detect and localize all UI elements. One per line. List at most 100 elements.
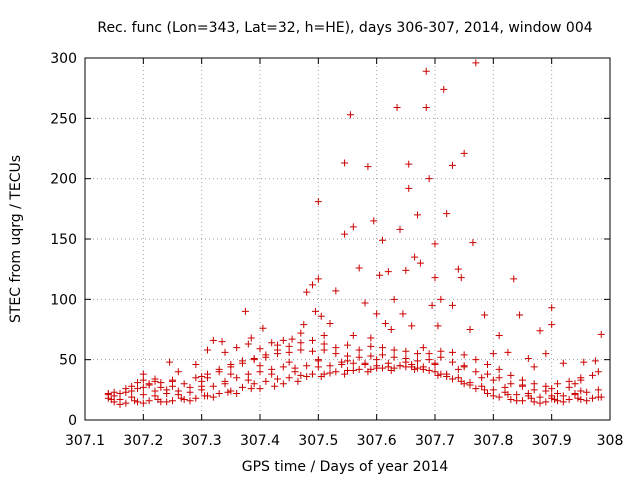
data-point [256,345,264,353]
data-point [580,358,588,366]
data-point [218,338,226,346]
data-point [431,368,439,376]
data-point [364,163,372,171]
data-point [110,388,118,396]
data-point [344,341,351,349]
data-point [524,389,532,397]
data-point [268,339,276,347]
data-point [454,265,462,273]
data-point [460,149,468,157]
data-point [355,346,363,354]
x-tick-label: 307.1 [65,433,105,449]
data-point [309,347,316,355]
data-point [390,346,398,354]
data-point [411,253,419,261]
data-point [449,161,456,169]
data-point [495,365,503,373]
data-point [425,350,433,358]
data-point [460,363,468,371]
data-point [355,264,363,272]
data-point [408,360,416,368]
x-tick-label: 307.2 [123,433,163,449]
data-point [414,357,421,365]
chart-title: Rec. func (Lon=343, Lat=32, h=HE), days … [97,20,592,36]
data-point [209,382,217,390]
data-point [577,395,585,403]
data-point [131,397,139,405]
data-point [198,373,206,381]
data-point [303,362,311,370]
data-point [297,339,305,347]
data-point [247,385,255,393]
data-point [548,392,556,400]
data-point [169,397,176,405]
data-point [513,397,521,405]
data-point [279,336,287,344]
data-point [542,382,550,390]
data-point [472,385,480,393]
data-point [174,368,182,376]
data-point [583,388,591,396]
data-point [256,368,264,376]
data-point [443,373,451,381]
data-point [373,356,381,364]
data-point [390,295,398,303]
data-point [457,377,465,385]
data-point [542,350,550,358]
data-point [559,392,567,400]
data-point [425,175,433,183]
data-point [262,377,270,385]
data-point [346,111,354,119]
data-point [233,374,241,382]
data-point [405,184,413,192]
data-point [274,375,281,383]
data-point [466,326,474,333]
data-point [320,346,328,354]
data-point [186,397,194,405]
data-point [472,356,480,364]
data-point [355,365,363,373]
data-point [381,319,389,327]
data-point [166,358,174,366]
data-point [437,370,445,378]
data-point [402,266,410,274]
data-point [361,359,369,367]
data-point [419,344,427,352]
data-point [341,370,349,378]
data-point [177,394,185,402]
y-tick-label: 250 [50,111,77,127]
data-point [422,103,430,111]
data-point [594,368,602,376]
data-point [332,368,340,376]
data-point [326,369,334,377]
data-point [134,385,141,393]
data-point [122,388,130,396]
data-point [554,389,561,397]
data-point [268,370,276,378]
data-point [294,377,302,385]
data-point [256,385,264,393]
data-point [384,268,392,276]
data-point [151,387,159,395]
data-point [559,398,567,406]
data-point [472,59,480,67]
data-point [320,340,328,348]
data-point [259,324,267,332]
data-point [379,236,386,244]
data-point [239,357,246,365]
data-point [484,370,491,378]
data-point [527,394,535,402]
data-point [221,348,229,356]
data-point [326,362,334,370]
y-tick-label: 200 [50,172,77,188]
data-point [478,374,486,382]
data-point [489,350,497,358]
data-point [387,326,395,333]
data-point [437,347,445,355]
y-tick-label: 150 [50,232,77,248]
data-point [192,394,200,402]
data-point [139,399,147,407]
data-point [274,341,281,349]
data-point [297,329,305,337]
data-point [416,259,424,267]
